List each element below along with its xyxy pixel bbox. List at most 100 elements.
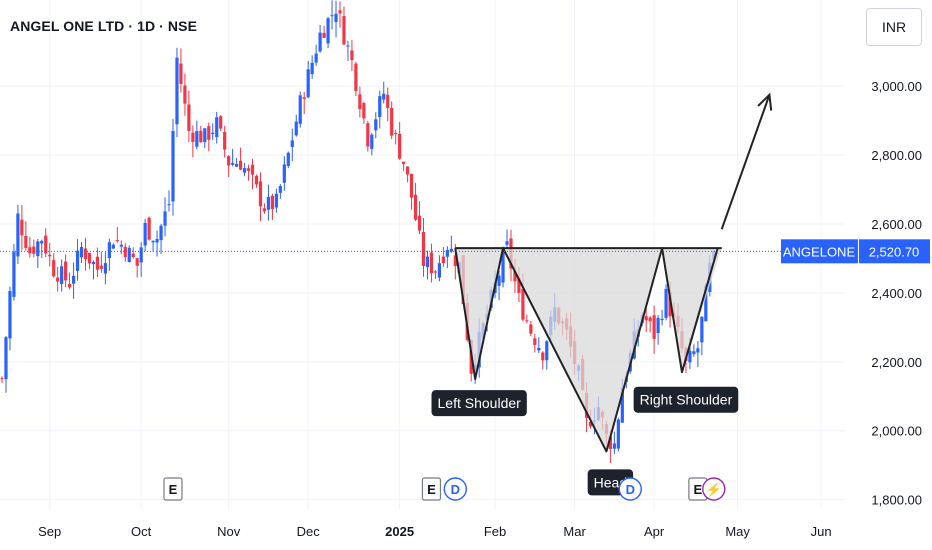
candle — [99, 265, 104, 269]
candle — [223, 131, 227, 150]
candle — [183, 85, 187, 104]
candle — [330, 15, 334, 17]
candle — [175, 57, 179, 125]
candle — [16, 213, 20, 257]
candle — [390, 107, 394, 136]
candle — [274, 193, 278, 208]
candle — [254, 175, 259, 185]
candle — [664, 288, 668, 318]
event-marker-earnings[interactable]: E — [163, 477, 183, 501]
candle — [394, 132, 398, 134]
x-tick-label: Feb — [484, 524, 506, 539]
candle — [48, 254, 52, 257]
event-marker-split[interactable]: ⚡ — [702, 477, 726, 501]
candle — [704, 285, 708, 322]
candle — [660, 318, 664, 321]
candle — [417, 215, 422, 231]
symbol-tag: ANGELONE — [783, 244, 856, 259]
pattern-label: Left Shoulder — [431, 390, 527, 417]
candle — [370, 134, 374, 149]
candle — [608, 436, 612, 449]
event-marker-dividend[interactable]: D — [618, 477, 642, 501]
candle — [398, 133, 402, 159]
event-markers-layer[interactable]: E E D D E ⚡ — [163, 477, 726, 501]
candle — [163, 211, 167, 226]
pattern-label: Right Shoulder — [633, 386, 739, 413]
candle — [119, 244, 123, 247]
candle — [346, 45, 350, 47]
y-tick-label: 2,400.00 — [871, 286, 922, 301]
candle — [366, 123, 370, 147]
candle — [525, 320, 529, 322]
candle — [413, 194, 418, 220]
candle — [541, 352, 545, 361]
candle — [95, 256, 100, 270]
candle — [191, 132, 195, 142]
earnings-icon — [163, 477, 183, 501]
candle — [246, 168, 251, 171]
candle — [497, 275, 501, 286]
y-tick-label: 3,000.00 — [871, 79, 922, 94]
candle — [115, 240, 119, 242]
candle — [44, 235, 48, 254]
candle — [306, 69, 310, 98]
candle — [501, 251, 505, 283]
candle — [219, 116, 223, 129]
candle — [24, 236, 28, 248]
candle — [250, 164, 255, 175]
y-tick-label: 2,000.00 — [871, 424, 922, 439]
currency-selector[interactable]: INR — [866, 8, 922, 46]
y-tick-label: 2,600.00 — [871, 217, 922, 232]
candle — [652, 315, 656, 339]
pattern-layer: Left Shoulder Head Right Shoulder — [431, 92, 773, 496]
candle — [207, 126, 211, 140]
candle — [36, 241, 40, 257]
candle — [195, 131, 199, 147]
candle — [656, 317, 660, 333]
chart-title: ANGEL ONE LTD · 1D · NSE — [10, 18, 198, 34]
candle — [107, 242, 111, 259]
candle — [505, 241, 509, 245]
candle — [402, 161, 406, 165]
candle — [644, 316, 648, 321]
dividend-icon — [443, 477, 468, 501]
candle — [350, 50, 354, 61]
event-marker-text: D — [626, 482, 635, 497]
candle — [358, 94, 362, 110]
candle — [354, 63, 358, 92]
candle — [386, 94, 390, 108]
y-tick-label: 2,200.00 — [871, 355, 922, 370]
candle — [258, 181, 263, 207]
event-marker-text: D — [451, 482, 460, 497]
candle — [314, 53, 318, 63]
candle — [433, 271, 438, 273]
event-marker-dividend[interactable]: D — [443, 477, 468, 501]
candle — [449, 248, 453, 252]
candle — [167, 204, 171, 206]
candle — [28, 247, 32, 254]
candle — [151, 240, 155, 243]
candle — [211, 132, 215, 135]
candle — [139, 247, 143, 263]
candle — [155, 239, 159, 243]
event-marker-earnings[interactable]: E — [421, 477, 442, 501]
candle — [441, 256, 445, 263]
candle — [227, 156, 231, 166]
candle — [342, 16, 346, 45]
candle — [215, 117, 219, 138]
candle — [692, 351, 696, 355]
candle — [362, 102, 366, 119]
x-tick-label: Sep — [38, 524, 61, 539]
candle — [533, 338, 537, 345]
candle — [262, 208, 267, 212]
candle — [513, 271, 517, 282]
candle — [696, 348, 700, 353]
candle — [266, 196, 271, 210]
candle — [40, 240, 44, 244]
candle — [425, 256, 430, 268]
candle — [203, 128, 207, 143]
candle — [235, 163, 239, 167]
pattern-label-text: Right Shoulder — [640, 392, 733, 408]
candle — [318, 32, 322, 52]
